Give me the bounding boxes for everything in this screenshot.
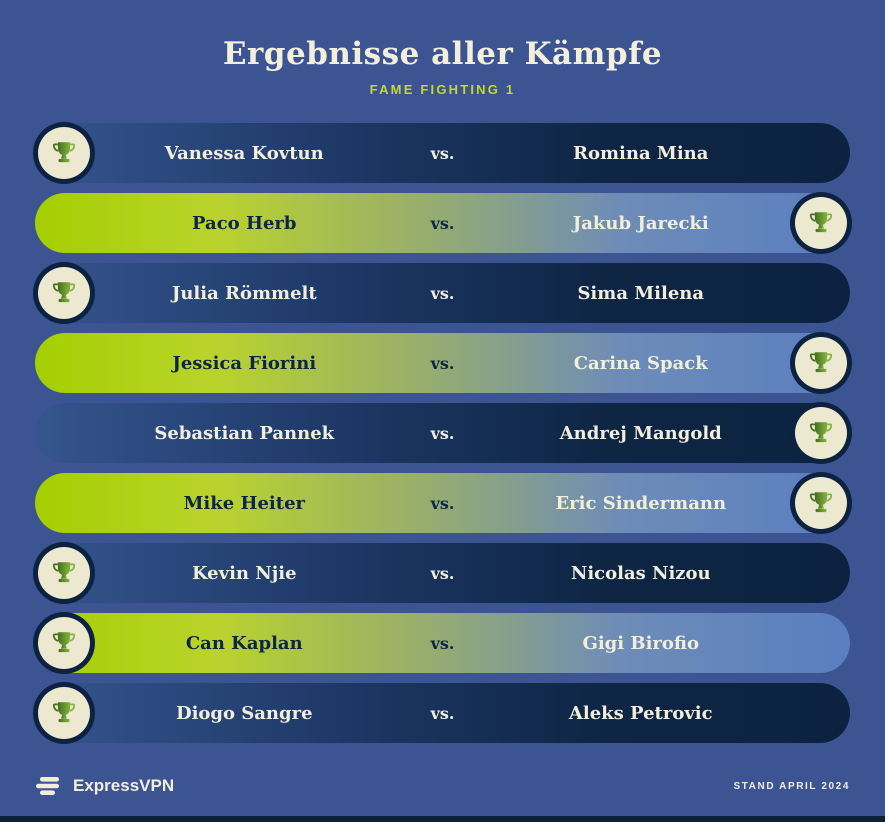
vs-label: vs. xyxy=(430,143,455,163)
page-title: Ergebnisse aller Kämpfe xyxy=(222,36,663,72)
trophy-badge xyxy=(790,472,852,534)
trophy-icon xyxy=(50,629,78,657)
fighter2-name: Sima Milena xyxy=(577,282,705,304)
fighter2-name: Carina Spack xyxy=(573,352,708,374)
brand-name: ExpressVPN xyxy=(73,776,175,795)
fighter2-name: Andrej Mangold xyxy=(559,422,722,444)
vs-label: vs. xyxy=(430,423,455,443)
fighter2-name: Aleks Petrovic xyxy=(568,702,713,724)
stand-note: STAND APRIL 2024 xyxy=(733,780,850,792)
trophy-badge-inner xyxy=(38,687,90,739)
vs-label: vs. xyxy=(430,633,455,653)
trophy-badge xyxy=(790,402,852,464)
trophy-badge xyxy=(790,192,852,254)
fighter2-name: Eric Sindermann xyxy=(555,492,727,514)
trophy-badge xyxy=(33,262,95,324)
fight-row-6: Mike Heiter vs. Eric Sindermann xyxy=(35,472,852,534)
trophy-badge xyxy=(33,542,95,604)
fight-results-list: Vanessa Kovtun vs. Romina Mina Paco Herb… xyxy=(33,122,852,744)
fight-row-5: Sebastian Pannek vs. Andrej Mangold xyxy=(35,402,852,464)
trophy-icon xyxy=(50,279,78,307)
trophy-badge-inner xyxy=(795,477,847,529)
trophy-icon xyxy=(807,349,835,377)
trophy-badge xyxy=(33,612,95,674)
expressvpn-logo-icon xyxy=(36,777,59,795)
vs-label: vs. xyxy=(430,703,455,723)
fighter1-name: Julia Römmelt xyxy=(171,282,317,304)
bottom-strip xyxy=(0,816,885,822)
trophy-badge xyxy=(33,682,95,744)
trophy-icon xyxy=(807,419,835,447)
trophy-badge xyxy=(33,122,95,184)
fighter2-name: Romina Mina xyxy=(573,142,709,164)
fight-row-8: Can Kaplan vs. Gigi Birofio xyxy=(33,612,850,674)
vs-label: vs. xyxy=(430,563,455,583)
trophy-icon xyxy=(50,559,78,587)
trophy-badge-inner xyxy=(38,547,90,599)
fighter1-name: Mike Heiter xyxy=(183,492,306,514)
trophy-badge-inner xyxy=(795,407,847,459)
vs-label: vs. xyxy=(430,213,455,233)
fight-row-3: Julia Römmelt vs. Sima Milena xyxy=(33,262,850,324)
brand: ExpressVPN xyxy=(35,774,174,798)
fighter1-name: Paco Herb xyxy=(192,212,297,234)
footer: ExpressVPN STAND APRIL 2024 xyxy=(35,774,850,798)
trophy-badge-inner xyxy=(795,337,847,389)
fighter2-name: Gigi Birofio xyxy=(582,632,700,654)
trophy-badge-inner xyxy=(38,127,90,179)
page-subtitle: FAME FIGHTING 1 xyxy=(369,82,516,97)
trophy-badge-inner xyxy=(38,267,90,319)
vs-label: vs. xyxy=(430,493,455,513)
fighter2-name: Nicolas Nizou xyxy=(570,562,711,584)
fighter1-name: Jessica Fiorini xyxy=(172,352,317,374)
trophy-icon xyxy=(807,489,835,517)
trophy-badge-inner xyxy=(795,197,847,249)
fighter1-name: Can Kaplan xyxy=(185,632,303,654)
fighter1-name: Diogo Sangre xyxy=(175,702,313,724)
vs-label: vs. xyxy=(430,283,455,303)
header: Ergebnisse aller Kämpfe FAME FIGHTING 1 xyxy=(0,0,885,97)
trophy-icon xyxy=(50,139,78,167)
fighter1-name: Vanessa Kovtun xyxy=(164,142,324,164)
fighter1-name: Kevin Njie xyxy=(191,562,297,584)
fight-row-7: Kevin Njie vs. Nicolas Nizou xyxy=(33,542,850,604)
trophy-badge xyxy=(790,332,852,394)
trophy-badge-inner xyxy=(38,617,90,669)
vs-label: vs. xyxy=(430,353,455,373)
fighter1-name: Sebastian Pannek xyxy=(154,422,335,444)
fighter2-name: Jakub Jarecki xyxy=(572,212,709,234)
trophy-icon xyxy=(50,699,78,727)
fight-row-4: Jessica Fiorini vs. Carina Spack xyxy=(35,332,852,394)
trophy-icon xyxy=(807,209,835,237)
fight-row-2: Paco Herb vs. Jakub Jarecki xyxy=(35,192,852,254)
fight-row-9: Diogo Sangre vs. Aleks Petrovic xyxy=(33,682,850,744)
fight-row-1: Vanessa Kovtun vs. Romina Mina xyxy=(33,122,850,184)
